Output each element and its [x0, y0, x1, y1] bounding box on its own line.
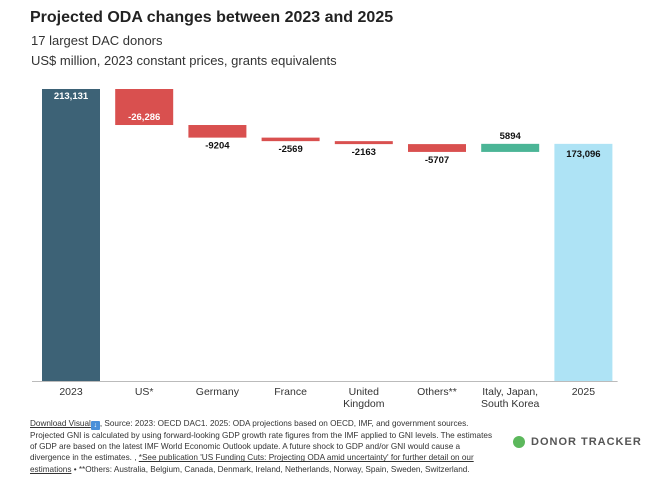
data-label-5: -5707	[425, 155, 449, 166]
chart-units: US$ million, 2023 constant prices, grant…	[31, 53, 337, 68]
bar-3	[261, 137, 320, 142]
category-label-2: Germany	[196, 386, 240, 398]
publication-link[interactable]: *See publication 'US Funding Cuts: Proje…	[30, 453, 474, 474]
logo-text: DONOR TRACKER	[531, 436, 642, 448]
download-icon[interactable]: ↓	[90, 421, 100, 430]
category-label-0: 2023	[59, 386, 83, 398]
download-visual-link[interactable]: Download Visual	[30, 419, 91, 428]
chart-subtitle: 17 largest DAC donors	[31, 33, 163, 48]
category-label-6: South Korea	[481, 398, 540, 410]
chart-title: Projected ODA changes between 2023 and 2…	[30, 9, 394, 26]
waterfall-chart: 213,131 2023 -26,286 US* -9204 Germany -2569 Fr…	[32, 89, 618, 410]
footnote: Download Visual ↓, Source: 2023: OECD DAC…	[30, 418, 500, 475]
data-label-1: -26,286	[128, 112, 160, 123]
data-label-6: 5894	[500, 131, 522, 142]
others-note: • **Others: Australia, Belgium, Canada, …	[71, 464, 470, 474]
bar-1	[115, 89, 174, 126]
data-label-2: -9204	[205, 141, 230, 152]
bar-5	[408, 144, 466, 152]
category-label-4: Kingdom	[343, 398, 385, 410]
donor-tracker-logo[interactable]: DONOR TRACKER	[513, 436, 642, 448]
data-label-0: 213,131	[54, 91, 89, 102]
data-label-3: -2569	[278, 144, 302, 155]
bar-2	[188, 125, 247, 138]
bar-4	[334, 141, 393, 145]
bar-6	[481, 143, 540, 152]
logo-dot-icon	[513, 436, 525, 448]
bar-7	[554, 143, 613, 381]
category-label-6: Italy, Japan,	[482, 386, 538, 398]
category-label-3: France	[274, 386, 307, 398]
category-label-4: United	[349, 386, 380, 398]
category-label-1: US*	[135, 386, 154, 398]
category-label-5: Others**	[417, 386, 457, 398]
source-text: , Source: 2023: OECD DAC1. 2025: ODA pro…	[30, 419, 493, 463]
data-label-7: 173,096	[566, 149, 600, 160]
category-label-7: 2025	[572, 386, 596, 398]
data-label-4: -2163	[352, 147, 376, 158]
bar-0	[42, 89, 100, 381]
